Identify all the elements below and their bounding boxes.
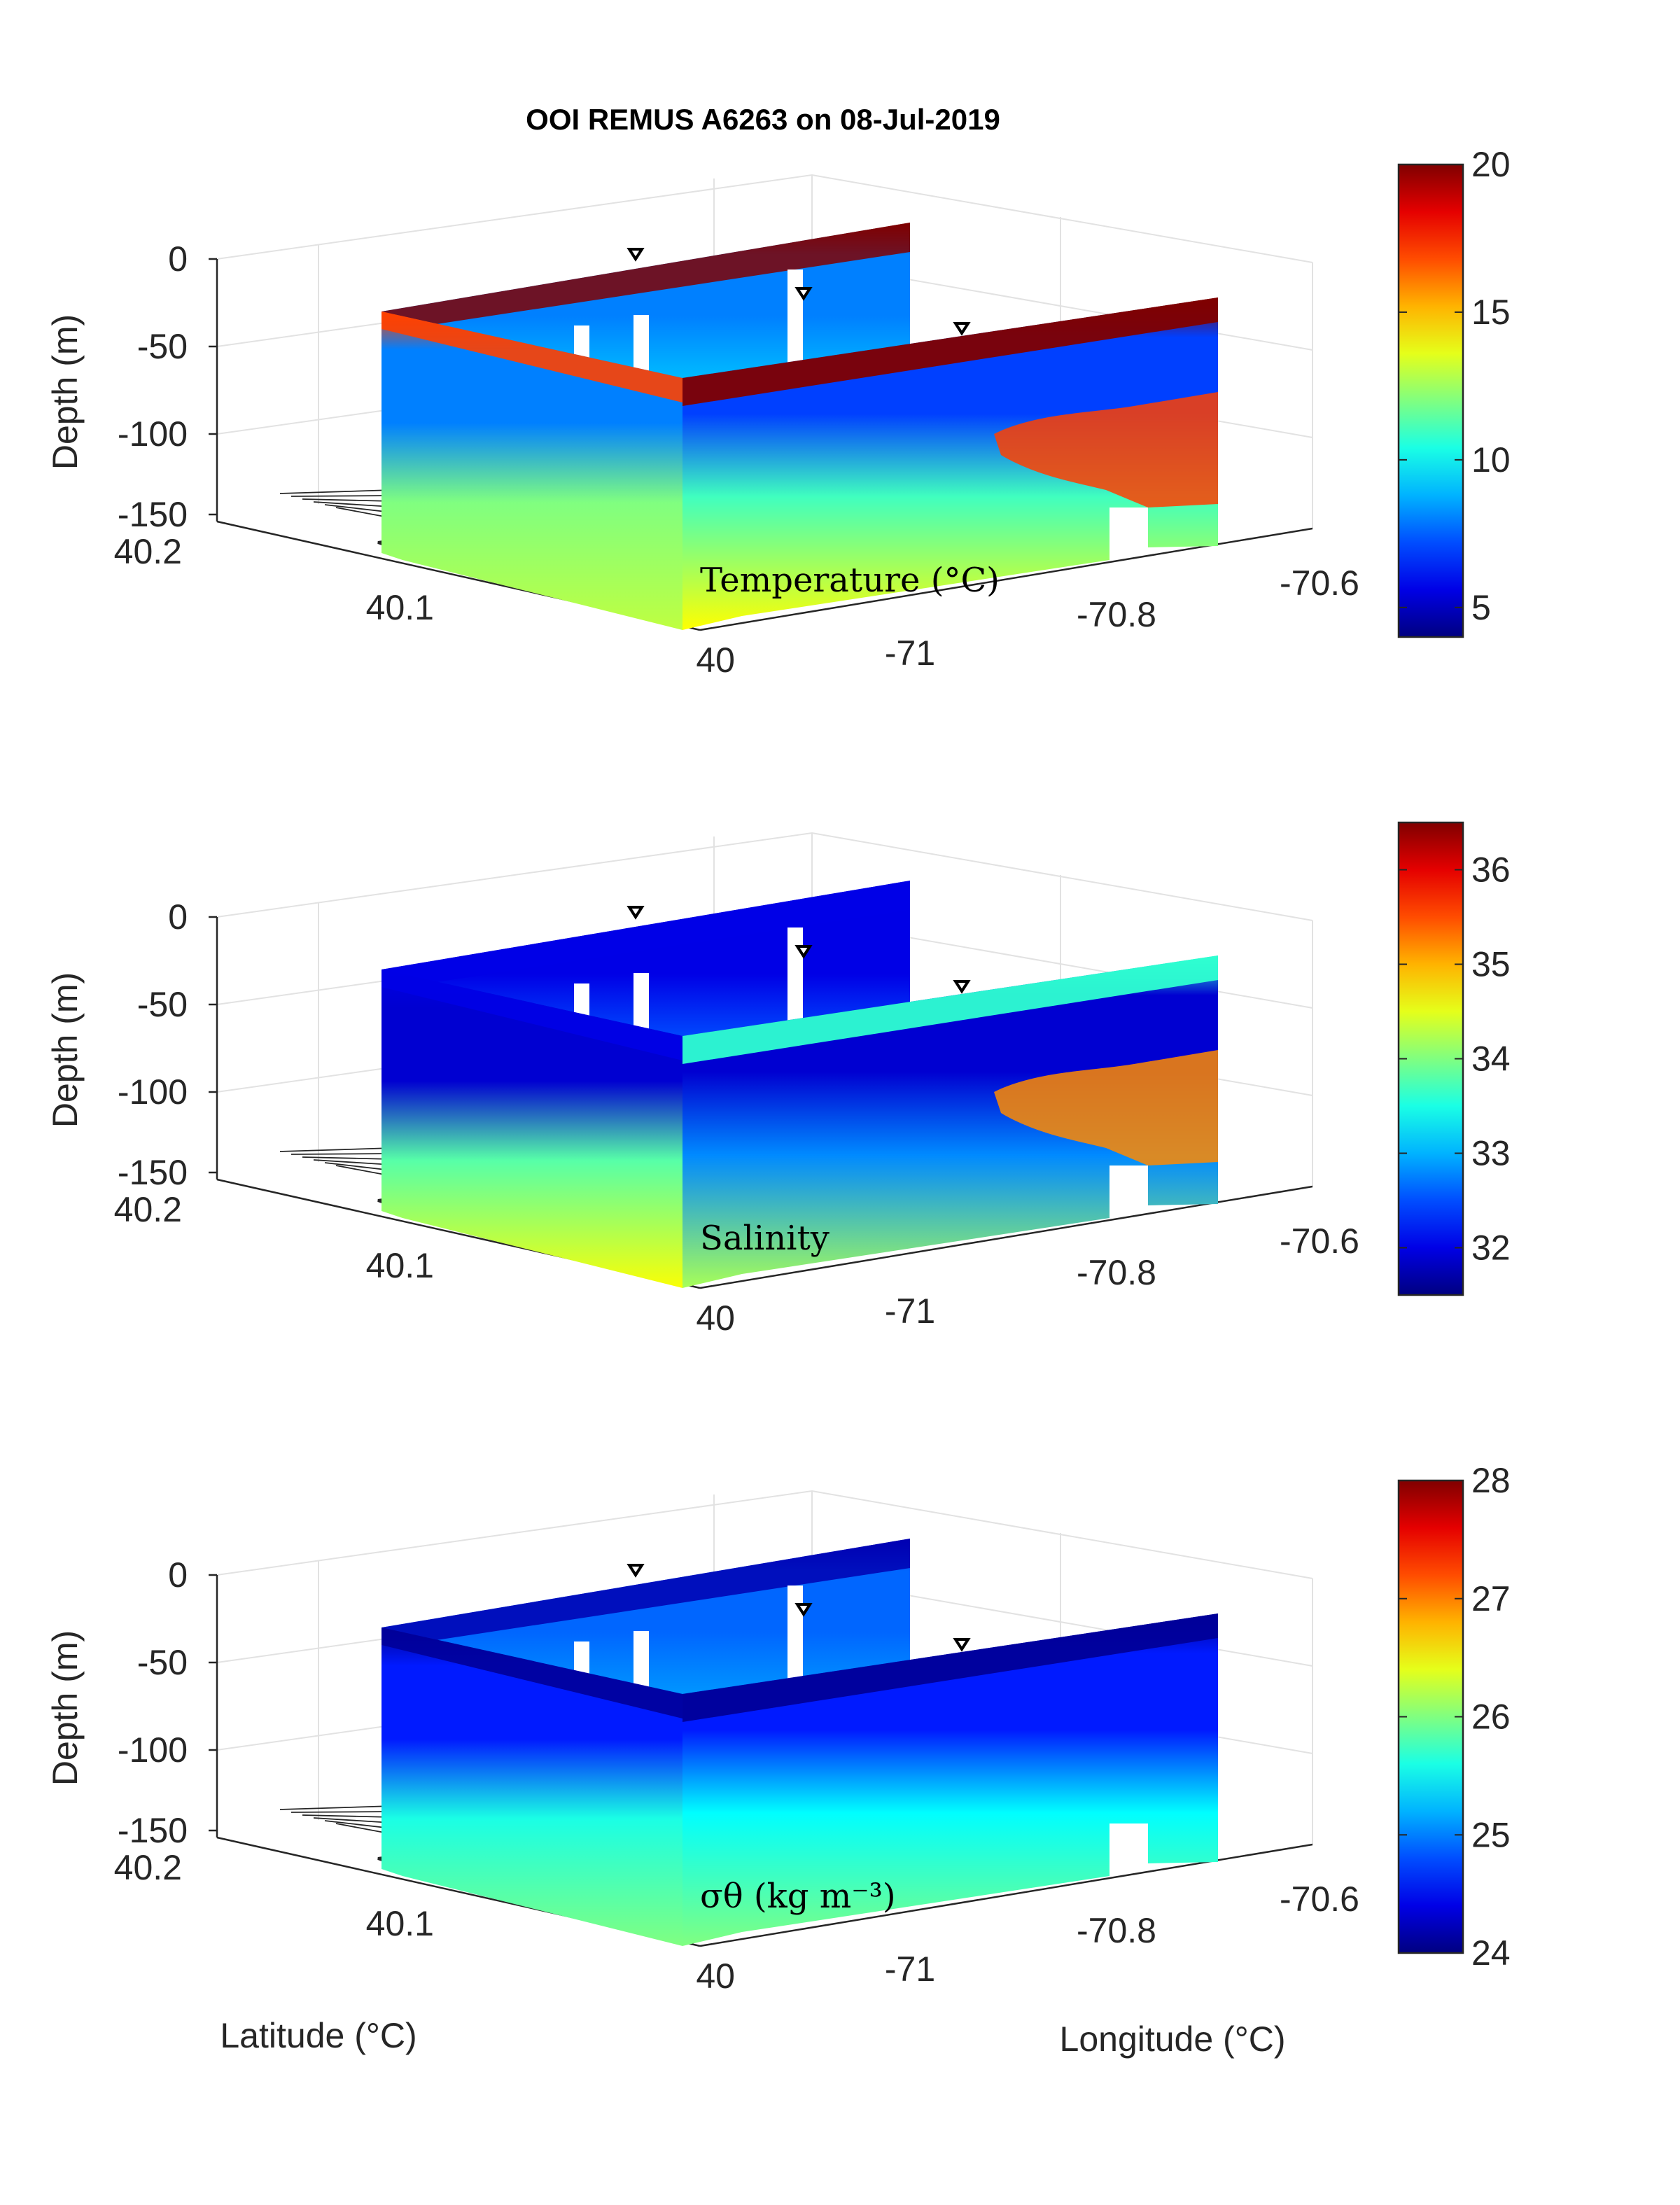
latitude-tick-label: 40 bbox=[696, 1956, 735, 1996]
colorbar-tick-label: 15 bbox=[1471, 293, 1511, 332]
depth-tick-label: -100 bbox=[118, 1730, 188, 1770]
longitude-tick-label: -70.8 bbox=[1077, 1911, 1156, 1950]
data-gap bbox=[634, 1631, 649, 1694]
latitude-tick-label: 40.1 bbox=[366, 1904, 434, 1943]
section-right-front bbox=[682, 298, 1218, 630]
variable-label: Temperature (°C) bbox=[700, 561, 1000, 600]
depth-axis-label: Depth (m) bbox=[46, 314, 85, 470]
section-left-front-fill bbox=[382, 969, 682, 1288]
section-left-front-surface bbox=[382, 1628, 682, 1718]
depth-tick-label: 0 bbox=[168, 897, 188, 937]
section-right-front bbox=[682, 955, 1218, 1288]
colorbar-tick-label: 33 bbox=[1471, 1134, 1511, 1173]
colorbar bbox=[1397, 1479, 1464, 1954]
section-warm-patch bbox=[994, 1050, 1218, 1166]
depth-tick-label: -150 bbox=[118, 495, 188, 534]
longitude-tick-label: -71 bbox=[885, 1292, 935, 1331]
longitude-tick-label: -70.6 bbox=[1280, 564, 1359, 603]
colorbar bbox=[1397, 163, 1464, 638]
longitude-tick-label: -71 bbox=[885, 634, 935, 673]
section-right-front-surface bbox=[682, 955, 1218, 1064]
section-left-front bbox=[382, 1628, 682, 1946]
section-far-surface bbox=[382, 1539, 910, 1648]
section-left-front-fill bbox=[382, 312, 682, 630]
section-left-front bbox=[382, 312, 682, 630]
colorbar-tick-label: 25 bbox=[1471, 1815, 1511, 1854]
depth-axis-label: Depth (m) bbox=[46, 972, 85, 1128]
depth-tick-label: -100 bbox=[118, 414, 188, 454]
latitude-tick-label: 40.2 bbox=[114, 532, 182, 571]
mooring-marker bbox=[626, 248, 645, 262]
depth-tick-label: -150 bbox=[118, 1811, 188, 1850]
mooring-marker bbox=[953, 322, 971, 336]
latitude-tick-label: 40.2 bbox=[114, 1190, 182, 1229]
mooring-marker bbox=[794, 945, 813, 959]
figure-title: OOI REMUS A6263 on 08-Jul-2019 bbox=[526, 103, 1000, 136]
colorbar-tick-label: 36 bbox=[1471, 850, 1511, 890]
section-left-front-fill bbox=[382, 1628, 682, 1946]
variable-label: Salinity bbox=[700, 1219, 830, 1258]
data-gap bbox=[634, 315, 649, 378]
longitude-tick-label: -71 bbox=[885, 1949, 935, 1989]
depth-tick-label: -50 bbox=[137, 985, 188, 1024]
data-gap bbox=[788, 927, 803, 1032]
latitude-tick-label: 40 bbox=[696, 640, 735, 680]
colorbar-tick-label: 32 bbox=[1471, 1228, 1511, 1268]
colorbar-tick-label: 34 bbox=[1471, 1040, 1511, 1079]
latitude-tick-label: 40.2 bbox=[114, 1848, 182, 1887]
longitude-tick-label: -70.8 bbox=[1077, 1253, 1156, 1292]
mooring-marker bbox=[626, 1564, 645, 1578]
latitude-tick-label: 40.1 bbox=[366, 588, 434, 627]
section-right-front bbox=[682, 1614, 1218, 1946]
section-right-front-surface bbox=[682, 298, 1218, 406]
colorbar-tick-label: 28 bbox=[1471, 1461, 1511, 1500]
data-gap bbox=[634, 973, 649, 1036]
colorbar bbox=[1397, 821, 1464, 1296]
mooring-marker bbox=[794, 287, 813, 301]
data-gap bbox=[788, 1586, 803, 1690]
section-far-surface bbox=[382, 223, 910, 332]
colorbar-tick-label: 24 bbox=[1471, 1933, 1511, 1973]
section-left-front-surface bbox=[382, 312, 682, 402]
section-far-surface bbox=[382, 881, 910, 990]
latitude-label: Latitude (°C) bbox=[220, 2016, 416, 2055]
colorbar-tick-label: 26 bbox=[1471, 1698, 1511, 1737]
section-warm-patch bbox=[994, 392, 1218, 507]
depth-tick-label: -50 bbox=[137, 1643, 188, 1682]
mooring-marker bbox=[953, 1638, 971, 1652]
depth-tick-label: -100 bbox=[118, 1072, 188, 1112]
mooring-marker bbox=[794, 1603, 813, 1617]
section-left-front bbox=[382, 969, 682, 1288]
depth-tick-label: -150 bbox=[118, 1153, 188, 1192]
longitude-tick-label: -70.8 bbox=[1077, 595, 1156, 634]
colorbar-tick-label: 27 bbox=[1471, 1579, 1511, 1618]
depth-tick-label: 0 bbox=[168, 239, 188, 279]
variable-label: σθ (kg m⁻³) bbox=[700, 1877, 896, 1916]
latitude-tick-label: 40.1 bbox=[366, 1246, 434, 1285]
data-gap bbox=[788, 270, 803, 374]
colorbar-tick-label: 5 bbox=[1471, 588, 1491, 627]
section-right-front-surface bbox=[682, 1614, 1218, 1722]
mooring-marker bbox=[626, 906, 645, 920]
depth-tick-label: -50 bbox=[137, 327, 188, 366]
longitude-tick-label: -70.6 bbox=[1280, 1879, 1359, 1919]
mooring-marker bbox=[953, 980, 971, 994]
depth-axis-label: Depth (m) bbox=[46, 1630, 85, 1786]
colorbar-tick-label: 20 bbox=[1471, 145, 1511, 184]
colorbar-tick-label: 35 bbox=[1471, 945, 1511, 984]
longitude-label: Longitude (°C) bbox=[1060, 2019, 1286, 2059]
latitude-tick-label: 40 bbox=[696, 1298, 735, 1338]
depth-tick-label: 0 bbox=[168, 1555, 188, 1595]
colorbar-tick-label: 10 bbox=[1471, 440, 1511, 479]
longitude-tick-label: -70.6 bbox=[1280, 1222, 1359, 1261]
section-left-front-surface bbox=[382, 969, 682, 1060]
